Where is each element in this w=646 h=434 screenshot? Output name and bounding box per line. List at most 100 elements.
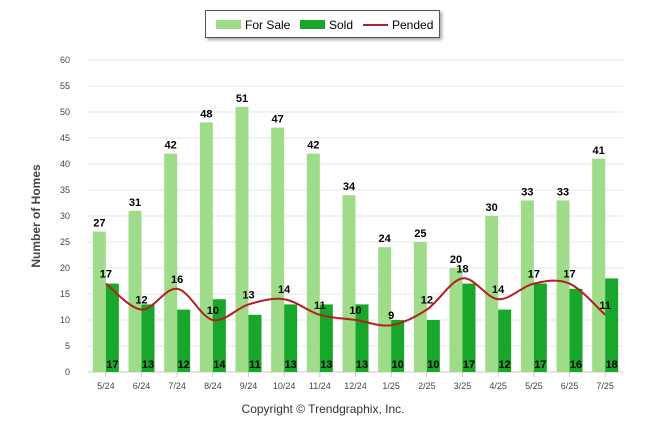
bar-for-sale (449, 268, 463, 372)
y-tick-label: 50 (60, 107, 70, 117)
bar-sold (212, 299, 226, 372)
bar-for-sale (199, 122, 213, 373)
data-label-for-sale: 20 (450, 254, 462, 266)
x-tick-label: 8/24 (204, 381, 222, 391)
x-tick-label: 2/25 (418, 381, 436, 391)
legend-label-sold: Sold (329, 18, 354, 32)
data-label-for-sale: 47 (272, 114, 284, 126)
y-tick-label: 20 (60, 263, 70, 273)
data-label-pended: 10 (349, 305, 361, 317)
bar-for-sale (271, 127, 285, 372)
x-tick-label: 10/24 (273, 381, 296, 391)
data-label-pended: 10 (207, 305, 219, 317)
x-tick-label: 11/24 (309, 381, 331, 391)
data-label-pended: 18 (456, 263, 468, 275)
bar-for-sale (378, 247, 392, 372)
bar-for-sale (485, 216, 499, 372)
y-tick-label: 35 (60, 185, 70, 195)
data-label-sold: 17 (106, 359, 118, 371)
data-label-for-sale: 25 (414, 228, 426, 240)
data-label-for-sale: 33 (557, 186, 569, 198)
legend-line-pended (363, 24, 388, 26)
bar-sold (319, 304, 333, 372)
data-label-pended: 14 (492, 284, 505, 296)
y-axis-title: Number of Homes (29, 164, 43, 268)
bar-sold (391, 320, 405, 372)
y-tick-label: 25 (60, 237, 70, 247)
data-label-pended: 9 (388, 310, 394, 322)
y-tick-label: 0 (65, 367, 70, 377)
x-tick-label: 9/24 (240, 381, 258, 391)
y-tick-label: 10 (60, 315, 70, 325)
data-label-sold: 16 (570, 359, 582, 371)
data-label-for-sale: 42 (165, 140, 177, 152)
data-label-sold: 10 (392, 359, 404, 371)
data-label-for-sale: 24 (379, 233, 392, 245)
data-label-sold: 17 (534, 359, 546, 371)
y-tick-label: 30 (60, 211, 70, 221)
bar-sold (426, 320, 440, 372)
data-label-sold: 12 (178, 359, 190, 371)
data-label-for-sale: 41 (593, 145, 605, 157)
bar-sold (498, 309, 512, 372)
bar-sold (569, 288, 583, 372)
bar-for-sale (306, 153, 320, 372)
y-tick-label: 15 (60, 289, 70, 299)
y-tick-label: 45 (60, 133, 70, 143)
bar-for-sale (164, 153, 178, 372)
data-label-for-sale: 31 (129, 197, 141, 209)
data-label-for-sale: 30 (486, 202, 498, 214)
data-label-pended: 17 (100, 269, 112, 281)
legend: For Sale Sold Pended (205, 10, 440, 38)
bar-sold (141, 304, 155, 372)
x-tick-label: 7/24 (168, 381, 186, 391)
data-label-for-sale: 42 (307, 140, 319, 152)
data-label-sold: 13 (356, 359, 368, 371)
x-tick-label: 5/24 (97, 381, 115, 391)
bar-sold (462, 283, 476, 372)
x-tick-label: 6/24 (133, 381, 151, 391)
data-label-sold: 10 (427, 359, 439, 371)
line-pended (105, 277, 606, 327)
y-tick-label: 55 (60, 81, 70, 91)
legend-label-for-sale: For Sale (245, 18, 291, 32)
legend-swatch-for-sale (216, 20, 241, 29)
bar-sold (605, 278, 619, 372)
data-label-sold: 13 (285, 359, 297, 371)
data-label-for-sale: 33 (521, 186, 533, 198)
data-label-pended: 17 (528, 269, 540, 281)
bar-sold (248, 314, 262, 372)
data-label-pended: 17 (563, 269, 575, 281)
bar-for-sale (92, 231, 106, 372)
data-label-for-sale: 27 (93, 218, 105, 230)
x-tick-label: 3/25 (454, 381, 472, 391)
data-label-pended: 11 (599, 300, 611, 312)
y-tick-label: 40 (60, 159, 70, 169)
data-label-for-sale: 51 (236, 93, 248, 105)
bar-sold (177, 309, 191, 372)
bar-for-sale (592, 158, 606, 372)
data-label-sold: 13 (142, 359, 154, 371)
bar-for-sale (556, 200, 570, 372)
y-tick-label: 60 (60, 55, 70, 65)
data-label-pended: 16 (171, 274, 183, 286)
data-label-sold: 17 (463, 359, 475, 371)
data-label-for-sale: 34 (343, 181, 356, 193)
legend-swatch-sold (300, 20, 325, 29)
bar-for-sale (342, 195, 356, 372)
data-label-sold: 18 (606, 359, 618, 371)
data-label-for-sale: 48 (200, 108, 212, 120)
copyright-text: Copyright © Trendgraphix, Inc. (241, 402, 405, 416)
bar-for-sale (235, 106, 249, 373)
bar-sold (105, 283, 119, 372)
data-label-sold: 11 (249, 359, 261, 371)
bar-for-sale (128, 210, 142, 372)
x-tick-label: 7/25 (596, 381, 614, 391)
data-label-sold: 12 (499, 359, 511, 371)
data-label-pended: 12 (421, 295, 433, 307)
bar-sold (284, 304, 298, 372)
x-tick-label: 12/24 (344, 381, 367, 391)
x-tick-label: 6/25 (561, 381, 579, 391)
data-label-pended: 13 (242, 289, 254, 301)
